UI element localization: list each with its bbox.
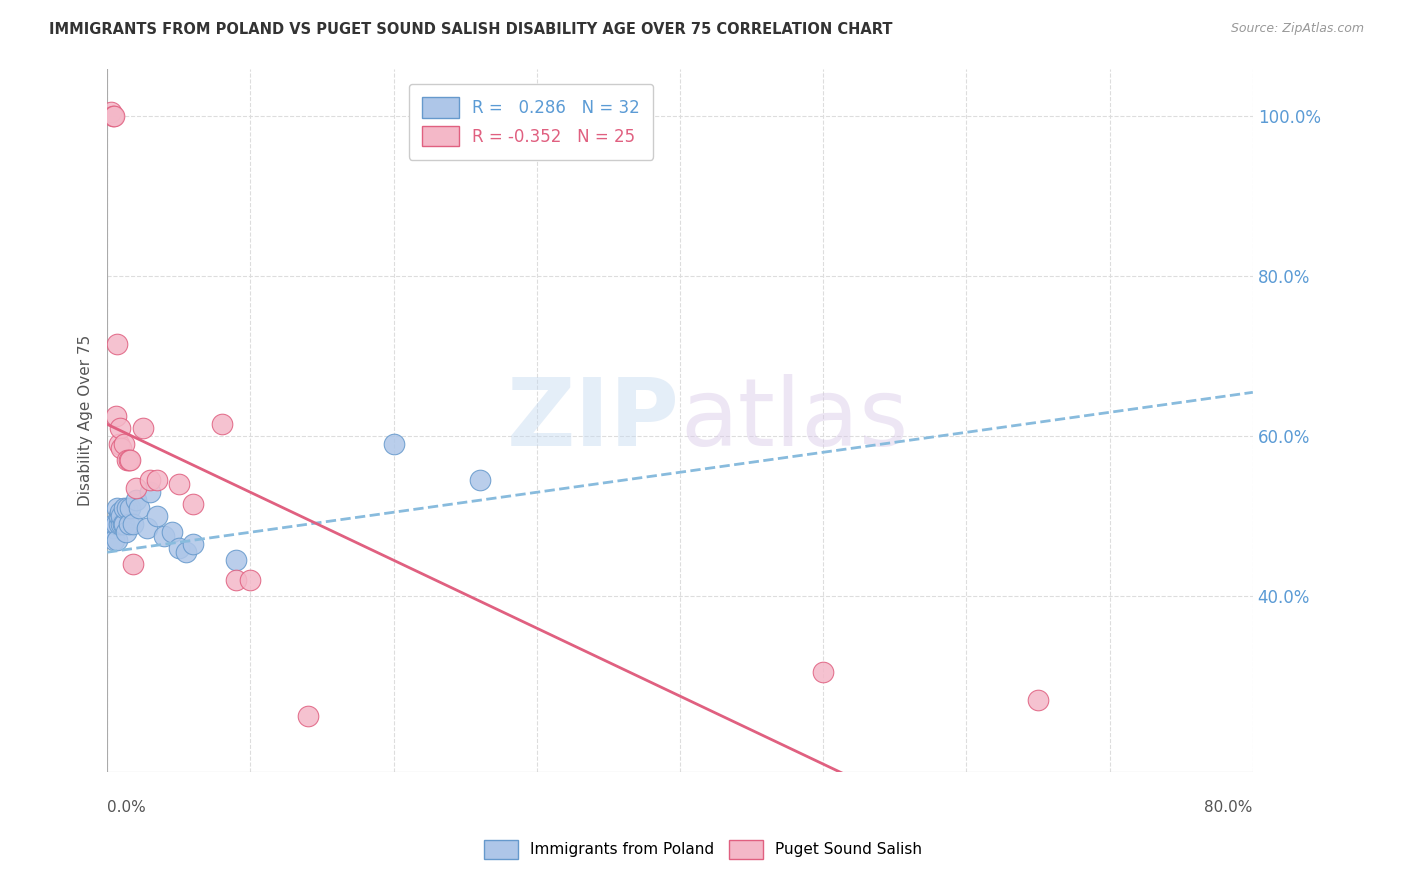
Text: ZIP: ZIP bbox=[508, 375, 681, 467]
Text: IMMIGRANTS FROM POLAND VS PUGET SOUND SALISH DISABILITY AGE OVER 75 CORRELATION : IMMIGRANTS FROM POLAND VS PUGET SOUND SA… bbox=[49, 22, 893, 37]
Point bbox=[174, 545, 197, 559]
Point bbox=[112, 501, 135, 516]
Point bbox=[160, 525, 183, 540]
Point bbox=[117, 453, 139, 467]
Point bbox=[114, 525, 136, 540]
Point bbox=[100, 105, 122, 120]
Text: 0.0%: 0.0% bbox=[107, 800, 146, 815]
Point bbox=[105, 501, 128, 516]
Point bbox=[167, 477, 190, 491]
Point bbox=[110, 517, 132, 532]
Point bbox=[107, 437, 129, 451]
Point bbox=[108, 421, 131, 435]
Point bbox=[382, 437, 405, 451]
Point bbox=[146, 473, 169, 487]
Point bbox=[153, 529, 176, 543]
Point bbox=[117, 517, 139, 532]
Point bbox=[115, 501, 138, 516]
Point bbox=[105, 533, 128, 548]
Point bbox=[112, 517, 135, 532]
Point bbox=[146, 509, 169, 524]
Point bbox=[181, 497, 204, 511]
Legend: R =   0.286   N = 32, R = -0.352   N = 25: R = 0.286 N = 32, R = -0.352 N = 25 bbox=[409, 84, 654, 160]
Point bbox=[136, 521, 159, 535]
Point bbox=[104, 517, 127, 532]
Point bbox=[108, 505, 131, 519]
Point bbox=[468, 473, 491, 487]
Point bbox=[139, 485, 162, 500]
Point bbox=[225, 573, 247, 587]
Point bbox=[101, 521, 124, 535]
Point bbox=[103, 517, 125, 532]
Text: 80.0%: 80.0% bbox=[1205, 800, 1253, 815]
Point bbox=[110, 509, 132, 524]
Point bbox=[122, 558, 145, 572]
Text: atlas: atlas bbox=[681, 375, 908, 467]
Y-axis label: Disability Age Over 75: Disability Age Over 75 bbox=[79, 334, 93, 506]
Point bbox=[1026, 693, 1049, 707]
Point bbox=[115, 453, 138, 467]
Point bbox=[132, 421, 155, 435]
Point bbox=[225, 553, 247, 567]
Point bbox=[104, 409, 127, 424]
Point bbox=[239, 573, 262, 587]
Text: Source: ZipAtlas.com: Source: ZipAtlas.com bbox=[1230, 22, 1364, 36]
Point bbox=[105, 337, 128, 351]
Point bbox=[101, 110, 124, 124]
Point bbox=[811, 665, 834, 680]
Point bbox=[110, 442, 132, 456]
Point bbox=[125, 493, 148, 508]
Point bbox=[125, 481, 148, 495]
Point bbox=[128, 501, 150, 516]
Point bbox=[139, 473, 162, 487]
Point bbox=[111, 517, 134, 532]
Point bbox=[120, 501, 142, 516]
Point bbox=[112, 437, 135, 451]
Point bbox=[122, 517, 145, 532]
Point bbox=[120, 453, 142, 467]
Point bbox=[167, 541, 190, 556]
Point bbox=[103, 110, 125, 124]
Legend: Immigrants from Poland, Puget Sound Salish: Immigrants from Poland, Puget Sound Sali… bbox=[472, 828, 934, 871]
Point bbox=[181, 537, 204, 551]
Point bbox=[103, 533, 125, 548]
Point bbox=[297, 709, 319, 723]
Point bbox=[211, 417, 233, 432]
Point bbox=[107, 517, 129, 532]
Point bbox=[107, 509, 129, 524]
